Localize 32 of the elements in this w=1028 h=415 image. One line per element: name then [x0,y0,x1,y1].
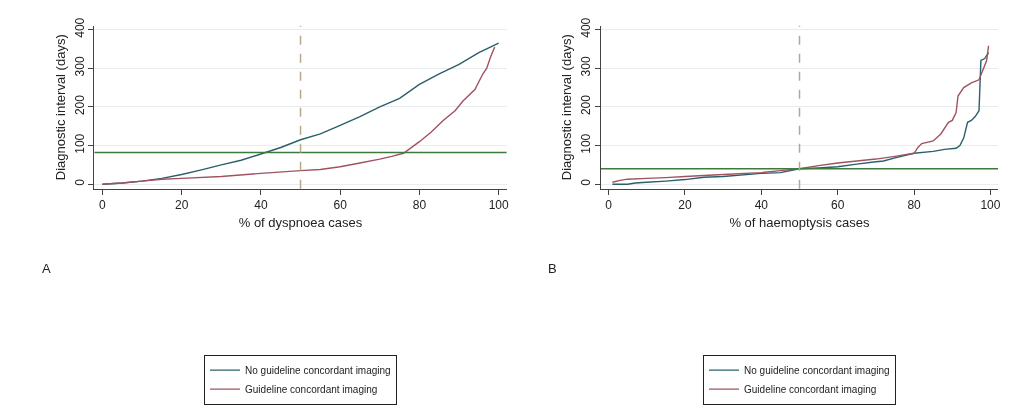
x-tick-label: 60 [831,198,845,213]
y-tick-label: 200 [72,94,87,116]
x-tick-label: 40 [254,198,268,213]
y-tick-label: 300 [72,56,87,77]
x-tick-label: 100 [980,198,1001,213]
y-tick-label: 0 [579,178,594,186]
y-tick-label: 0 [72,178,87,186]
legend-label: Guideline concordant imaging [744,384,877,395]
y-axis-title: Diagnostic interval (days) [52,34,68,181]
x-tick-label: 20 [174,198,189,213]
y-tick-label: 100 [72,133,87,154]
x-tick-label: 40 [754,198,769,213]
y-axis-title: Diagnostic interval (days) [559,34,575,181]
text: A [42,261,51,276]
x-tick-label: 60 [333,198,348,213]
y-tick-label: 300 [579,56,594,77]
y-tick-label: 400 [72,17,87,38]
x-axis-title: % of haemoptysis cases [729,214,871,230]
y-tick-label: 200 [579,94,594,116]
x-tick-label: 80 [412,198,427,213]
x-tick-label: 0 [99,198,107,213]
legend-label: No guideline concordant imaging [744,365,890,376]
x-tick-label: 0 [605,198,613,213]
x-tick-label: 80 [907,198,922,213]
x-tick-label: 20 [678,198,692,213]
y-tick-label: 400 [579,17,594,38]
text: B [548,261,557,276]
x-tick-label: 100 [488,198,509,213]
legend-label: Guideline concordant imaging [245,384,378,395]
x-axis-title: % of dyspnoea cases [238,214,363,230]
legend-label: No guideline concordant imaging [245,365,391,376]
y-tick-label: 100 [579,133,594,154]
